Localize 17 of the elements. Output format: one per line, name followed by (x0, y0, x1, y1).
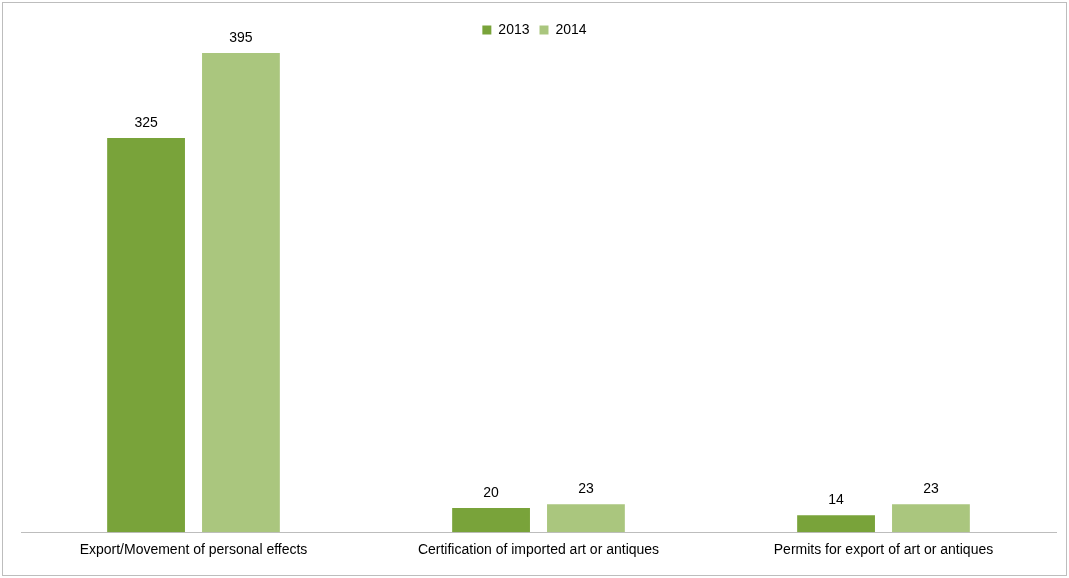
bar (797, 515, 875, 533)
bar (202, 53, 280, 533)
data-label: 23 (578, 480, 594, 497)
x-tick-label: Export/Movement of personal effects (79, 541, 308, 558)
bar (547, 504, 625, 533)
data-label: 395 (229, 28, 253, 45)
x-tick-label: Certification of imported art or antiques (417, 541, 660, 558)
data-label: 14 (828, 491, 845, 508)
data-label: 23 (923, 480, 939, 497)
data-label: 325 (134, 113, 158, 130)
data-label: 20 (483, 483, 500, 500)
x-tick-label: Permits for export of art or antiques (773, 541, 994, 558)
bar (892, 504, 970, 533)
legend-label: 2014 (555, 20, 587, 37)
bar (107, 137, 185, 533)
legend-label: 2013 (498, 20, 530, 37)
bar (452, 507, 530, 533)
